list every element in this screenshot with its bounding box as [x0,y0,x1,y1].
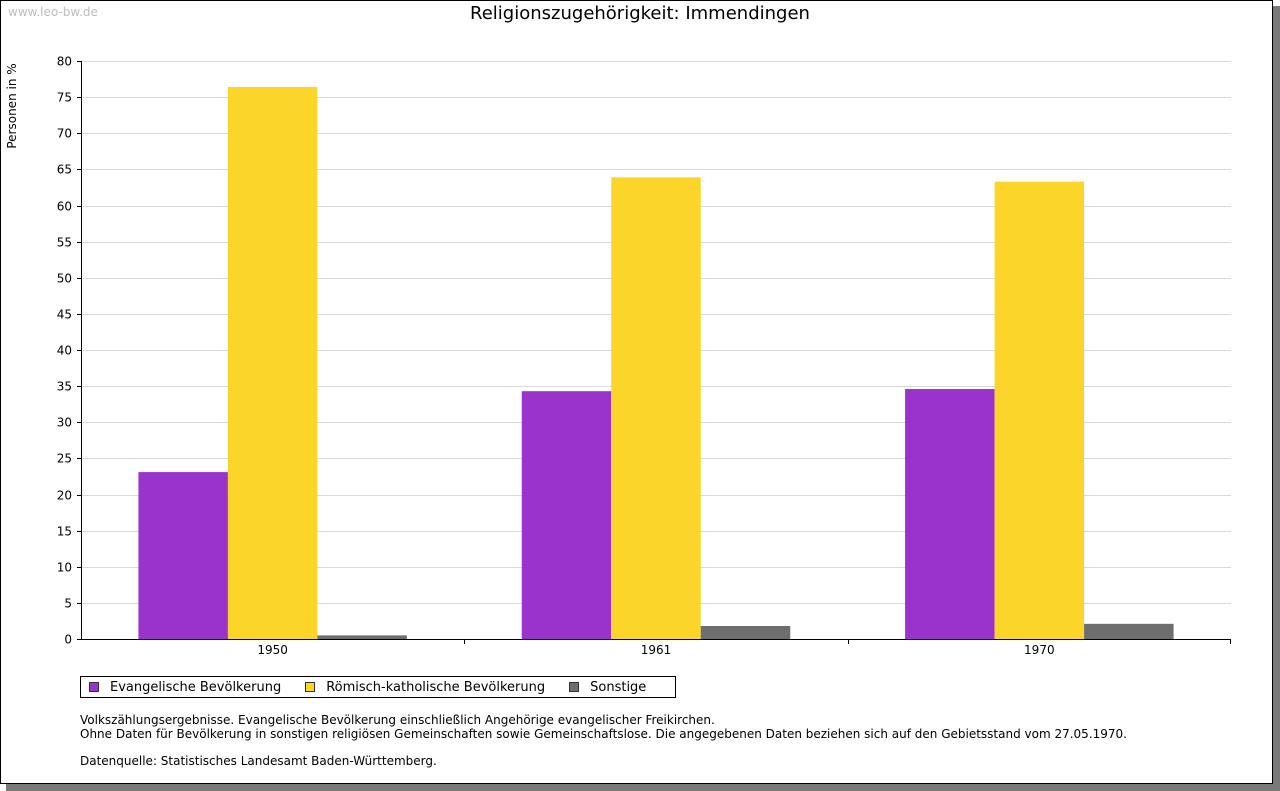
y-tick-label: 30 [57,416,72,430]
legend-item-evangelisch: Evangelische Bevölkerung [89,680,281,695]
bar [905,389,995,639]
legend-item-katholisch: Römisch-katholische Bevölkerung [305,680,545,695]
y-tick-label: 80 [57,55,72,69]
legend-label-evangelisch: Evangelische Bevölkerung [110,679,282,695]
y-tick-label: 60 [57,200,72,214]
bar [700,625,791,639]
x-tick-labels: 1950 1961 1970 [257,643,1054,657]
bar [521,391,612,639]
frame-shadow-right [1273,6,1280,791]
axes [77,61,1231,644]
y-tick-label: 55 [57,236,72,250]
bar [227,87,318,639]
legend-label-katholisch: Römisch-katholische Bevölkerung [326,679,546,695]
x-tick-label: 1961 [641,643,672,657]
y-tick-label: 50 [57,272,72,286]
x-tick-label: 1950 [257,643,288,657]
footnotes: Volkszählungsergebnisse. Evangelische Be… [80,713,1127,768]
x-tick-label: 1970 [1024,643,1055,657]
y-tick-label: 65 [57,163,72,177]
legend-label-sonstige: Sonstige [590,679,647,695]
legend-swatch-katholisch [305,682,316,692]
y-tick-label: 75 [57,91,72,105]
y-tick-label: 10 [57,561,72,575]
bar [317,635,407,639]
watermark: www.leo-bw.de [8,5,98,19]
data-source: Datenquelle: Statistisches Landesamt Bad… [80,754,437,768]
y-tick-label: 20 [57,489,72,503]
y-tick-label: 40 [57,344,72,358]
legend-swatch-evangelisch [89,682,99,692]
y-tick-label: 70 [57,127,72,141]
chart-title: Religionszugehörigkeit: Immendingen [470,3,810,24]
footnote-line-1: Volkszählungsergebnisse. Evangelische Be… [80,713,715,727]
y-tick-labels: 0 5 10 15 20 25 30 35 40 45 50 55 60 65 70 75 80 [57,55,72,647]
y-tick-label: 0 [64,633,72,647]
bar [611,177,701,639]
y-tick-label: 25 [57,452,72,466]
footnote-line-2: Ohne Daten für Bevölkerung in sonstigen … [80,727,1127,741]
legend-swatch-sonstige [569,682,580,692]
bar [138,472,228,639]
y-axis-label: Personen in % [5,63,19,148]
bar-chart: 0 5 10 15 20 25 30 35 40 45 50 55 60 65 70 75 80 1950 196… [5,55,1231,657]
bars [138,87,1174,639]
bar [1084,623,1174,639]
bar [994,181,1085,639]
y-tick-label: 15 [57,525,72,539]
y-tick-label: 35 [57,380,72,394]
y-tick-label: 5 [64,597,72,611]
y-tick-label: 45 [57,308,72,322]
legend-item-sonstige: Sonstige [569,680,646,695]
frame-shadow-bottom [6,784,1280,791]
legend: Evangelische Bevölkerung Römisch-katholi… [80,676,676,698]
